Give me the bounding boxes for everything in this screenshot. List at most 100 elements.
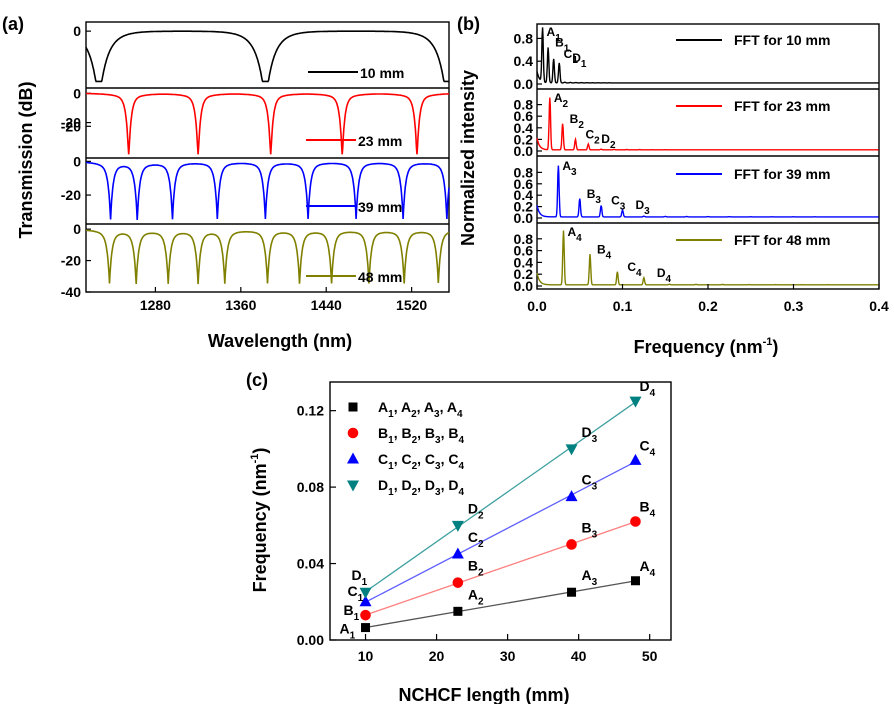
panel-b-ytick-label: 0.8 [514,164,534,180]
panel-a-ytick-label: -20 [61,253,81,269]
panel-c-point-label: B2 [468,558,484,579]
panel-a-series-line [86,92,450,155]
panel-c-point-label: D4 [639,378,655,399]
panel-b-peak-label: C2 [585,128,600,147]
panel-a-ytick-label: -40 [61,284,81,300]
panel-c-point-label: C1 [348,583,364,604]
panel-b-ytick-label: 0.0 [514,143,534,159]
panel-c: (c) Frequency (nm-1) NCHCF length (mm) 1… [246,370,672,704]
panel-c-xtick-label: 10 [358,648,374,664]
panel-b-series-line [536,27,879,84]
panel-c-legend-label: B1, B2, B3, B4 [378,425,464,446]
panel-b-ytick-label: 0.8 [514,97,534,113]
panel-c-point-label: B1 [344,602,360,623]
panel-a: (a) Transmission (dB) Wavelength (nm) 0 -… [2,14,450,351]
panel-c-legend-marker [347,480,359,492]
panel-c-ytick-label: 0.12 [297,403,324,419]
panel-a-ytick-label: 0 [73,153,81,169]
panel-c-data-point [359,587,372,599]
panel-b-ytick-label: 0.0 [514,210,534,226]
panel-b-label: (b) [457,14,480,34]
panel-a-ytick-label: -20 [61,118,81,134]
panel-c-data-point [567,587,577,597]
panel-c-data-point [453,606,463,616]
panel-b-ytick-label: 0.6 [514,108,534,124]
panel-a-xlabel: Wavelength (nm) [208,331,352,351]
panel-a-legend-label: 39 mm [358,199,402,215]
panel-c-point-label: A2 [468,586,484,607]
panel-c-point-label: A1 [340,621,356,642]
panel-c-fit-line [365,401,636,593]
panel-b-peak-label: D2 [601,132,616,151]
panel-c-ytick-label: 0.08 [297,479,324,495]
panel-c-legend-marker [347,427,359,439]
panel-b-peak-label: C1 [564,47,579,66]
panel-b-peak-label: A4 [568,225,583,244]
panel-b-peak-label: D1 [572,51,587,70]
panel-b-ytick-label: 0.4 [514,120,534,136]
panel-a-legend-label: 10 mm [360,65,404,81]
panel-b-ytick-label: 0.8 [514,231,534,247]
panel-b-peak-label: B4 [597,242,612,261]
panel-c-point-label: B3 [582,519,598,540]
panel-a-frame [85,21,450,293]
panel-c-legend-marker [347,452,359,464]
panel-a-xtick-label: 1520 [396,297,427,313]
panel-b-peak-label: A3 [562,159,577,178]
panel-b-legend-label: FFT for 23 mm [734,98,830,114]
panel-c-point-label: D1 [352,567,368,588]
panel-a-ytick-label: 0 [73,85,81,101]
panel-c-data-point [451,547,464,559]
panel-c-point-label: B4 [639,499,655,520]
panel-c-legend-label: A1, A2, A3, A4 [378,399,463,420]
panel-a-xtick-label: 1360 [225,297,256,313]
panel-c-fit-line [365,461,636,603]
panel-c-legend-label: C1, C2, C3, C4 [378,451,464,472]
panel-b-ylabel: Normalized intensity [458,70,478,246]
panel-b-peak-label: A2 [554,91,569,110]
panel-b-ytick-label: 0.4 [514,187,534,203]
panel-b-peak-label: B2 [570,112,585,131]
panel-a-ytick-label: 0 [73,221,81,237]
panel-b-ytick-label: 0.2 [514,131,534,147]
panel-b-peak-label: A1 [547,25,562,44]
panel-b-peak-label: C4 [627,260,642,279]
panel-c-xtick-label: 20 [429,648,445,664]
panel-b-ytick-label: 0.0 [514,278,534,294]
panel-a-series-line [86,161,450,220]
panel-c-data-point [630,516,641,527]
panel-c-data-point [630,576,640,586]
panel-c-point-label: C4 [639,437,655,458]
panel-c-xtick-label: 30 [500,648,516,664]
panel-a-ylabel: Transmission (dB) [16,81,36,238]
panel-c-data-point [361,623,371,633]
panel-c-data-point [360,609,371,621]
panel-c-data-point [359,595,372,607]
panel-a-xtick-label: 1280 [140,297,171,313]
panel-c-ylabel: Frequency (nm-1) [249,448,270,593]
panel-c-point-label: A3 [582,567,598,588]
panel-b-series-line [536,165,879,218]
panel-c-label: (c) [246,370,268,390]
panel-b-ytick-label: 0.0 [514,76,534,92]
panel-c-point-label: C3 [582,472,598,493]
panel-a-series-line [85,30,449,83]
panel-b-legend-label: FFT for 10 mm [734,32,830,48]
panel-b-ytick-label: 0.6 [514,243,534,259]
panel-c-data-point [451,520,464,532]
panel-b-xlabel: Frequency (nm-1) [634,336,779,357]
panel-c-data-point [629,396,642,408]
panel-b-xtick-label: 0.3 [784,298,804,314]
panel-c-xtick-label: 50 [642,648,658,664]
panel-a-ytick-label: -20 [61,115,81,131]
panel-b-ytick-label: 0.2 [514,199,534,215]
panel-c-legend-marker [348,402,358,412]
panel-b-peak-label: D4 [657,266,672,285]
panel-a-ytick-label: 0 [73,23,81,39]
panel-c-ytick-label: 0.00 [297,632,324,648]
panel-b-peak-label: C3 [611,194,626,213]
panel-b-legend-label: FFT for 48 mm [734,232,830,248]
panel-b-xtick-label: 0.1 [613,298,633,314]
panel-b-ytick-label: 0.4 [514,254,534,270]
panel-c-point-label: C2 [468,529,484,550]
